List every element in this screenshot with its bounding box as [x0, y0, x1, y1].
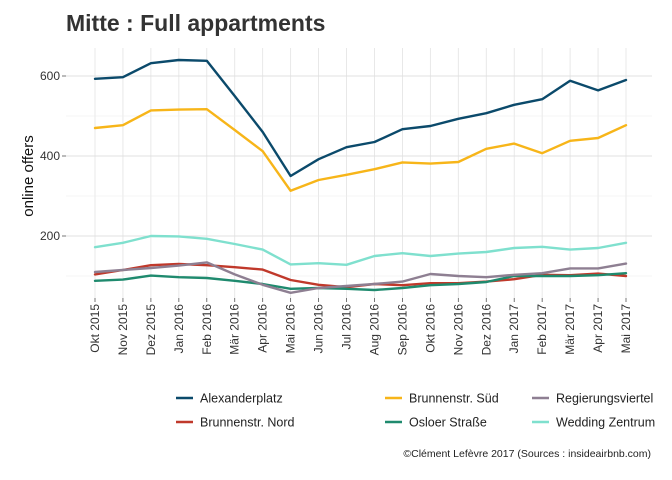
x-tick-label: Jun 2016 — [312, 304, 326, 354]
series-line-4 — [93, 272, 628, 292]
series-line-3 — [93, 107, 628, 193]
x-tick-label: Mär 2017 — [563, 304, 577, 355]
chart-title: Mitte : Full appartments — [66, 10, 326, 36]
x-tick-label: Dez 2015 — [144, 304, 158, 356]
series-lines — [93, 58, 628, 294]
x-tick-label: Aug 2016 — [368, 304, 382, 356]
x-tick-label: Okt 2015 — [88, 304, 102, 353]
legend-entry: Brunnenstr. Nord — [200, 416, 295, 430]
series-line-6 — [93, 234, 628, 266]
x-tick-label: Sep 2016 — [395, 304, 409, 356]
series-line-5 — [93, 261, 628, 294]
series-line-1 — [93, 58, 628, 178]
x-tick-label: Mai 2016 — [284, 304, 298, 354]
source-caption: ©Clément Lefèvre 2017 (Sources : insidea… — [403, 448, 651, 460]
x-tick-label: Okt 2016 — [423, 304, 437, 353]
legend-entry: Regierungsviertel — [556, 392, 653, 406]
legend-entry: Osloer Straße — [409, 416, 487, 430]
y-tick-label: 400 — [40, 149, 60, 163]
x-tick-label: Nov 2015 — [116, 304, 130, 356]
x-tick-label: Jan 2017 — [507, 304, 521, 354]
x-tick-label: Dez 2016 — [479, 304, 493, 356]
x-tick-label: Apr 2017 — [591, 304, 605, 353]
x-tick-label: Feb 2017 — [535, 304, 549, 355]
x-tick-label: Jul 2016 — [340, 304, 354, 350]
legend-entry: Brunnenstr. Süd — [409, 392, 499, 406]
x-tick-label: Apr 2016 — [256, 304, 270, 353]
x-tick-label: Mai 2017 — [619, 304, 633, 354]
x-tick-label: Jan 2016 — [172, 304, 186, 354]
y-tick-label: 600 — [40, 69, 60, 83]
x-tick-label: Mär 2016 — [228, 304, 242, 355]
legend-entry: Wedding Zentrum — [556, 416, 655, 430]
y-axis-title: online offers — [20, 135, 37, 216]
y-tick-label: 200 — [40, 229, 60, 243]
legend: Alexanderplatz Brunnenstr. Nord Brunnenstr… — [176, 392, 655, 430]
y-axis: 200 400 600 — [40, 69, 66, 243]
x-tick-label: Feb 2016 — [200, 304, 214, 355]
legend-entry: Alexanderplatz — [200, 392, 283, 406]
x-tick-label: Nov 2016 — [451, 304, 465, 356]
x-axis: Okt 2015 Nov 2015 Dez 2015 Jan 2016 Feb 2016… — [88, 298, 633, 355]
